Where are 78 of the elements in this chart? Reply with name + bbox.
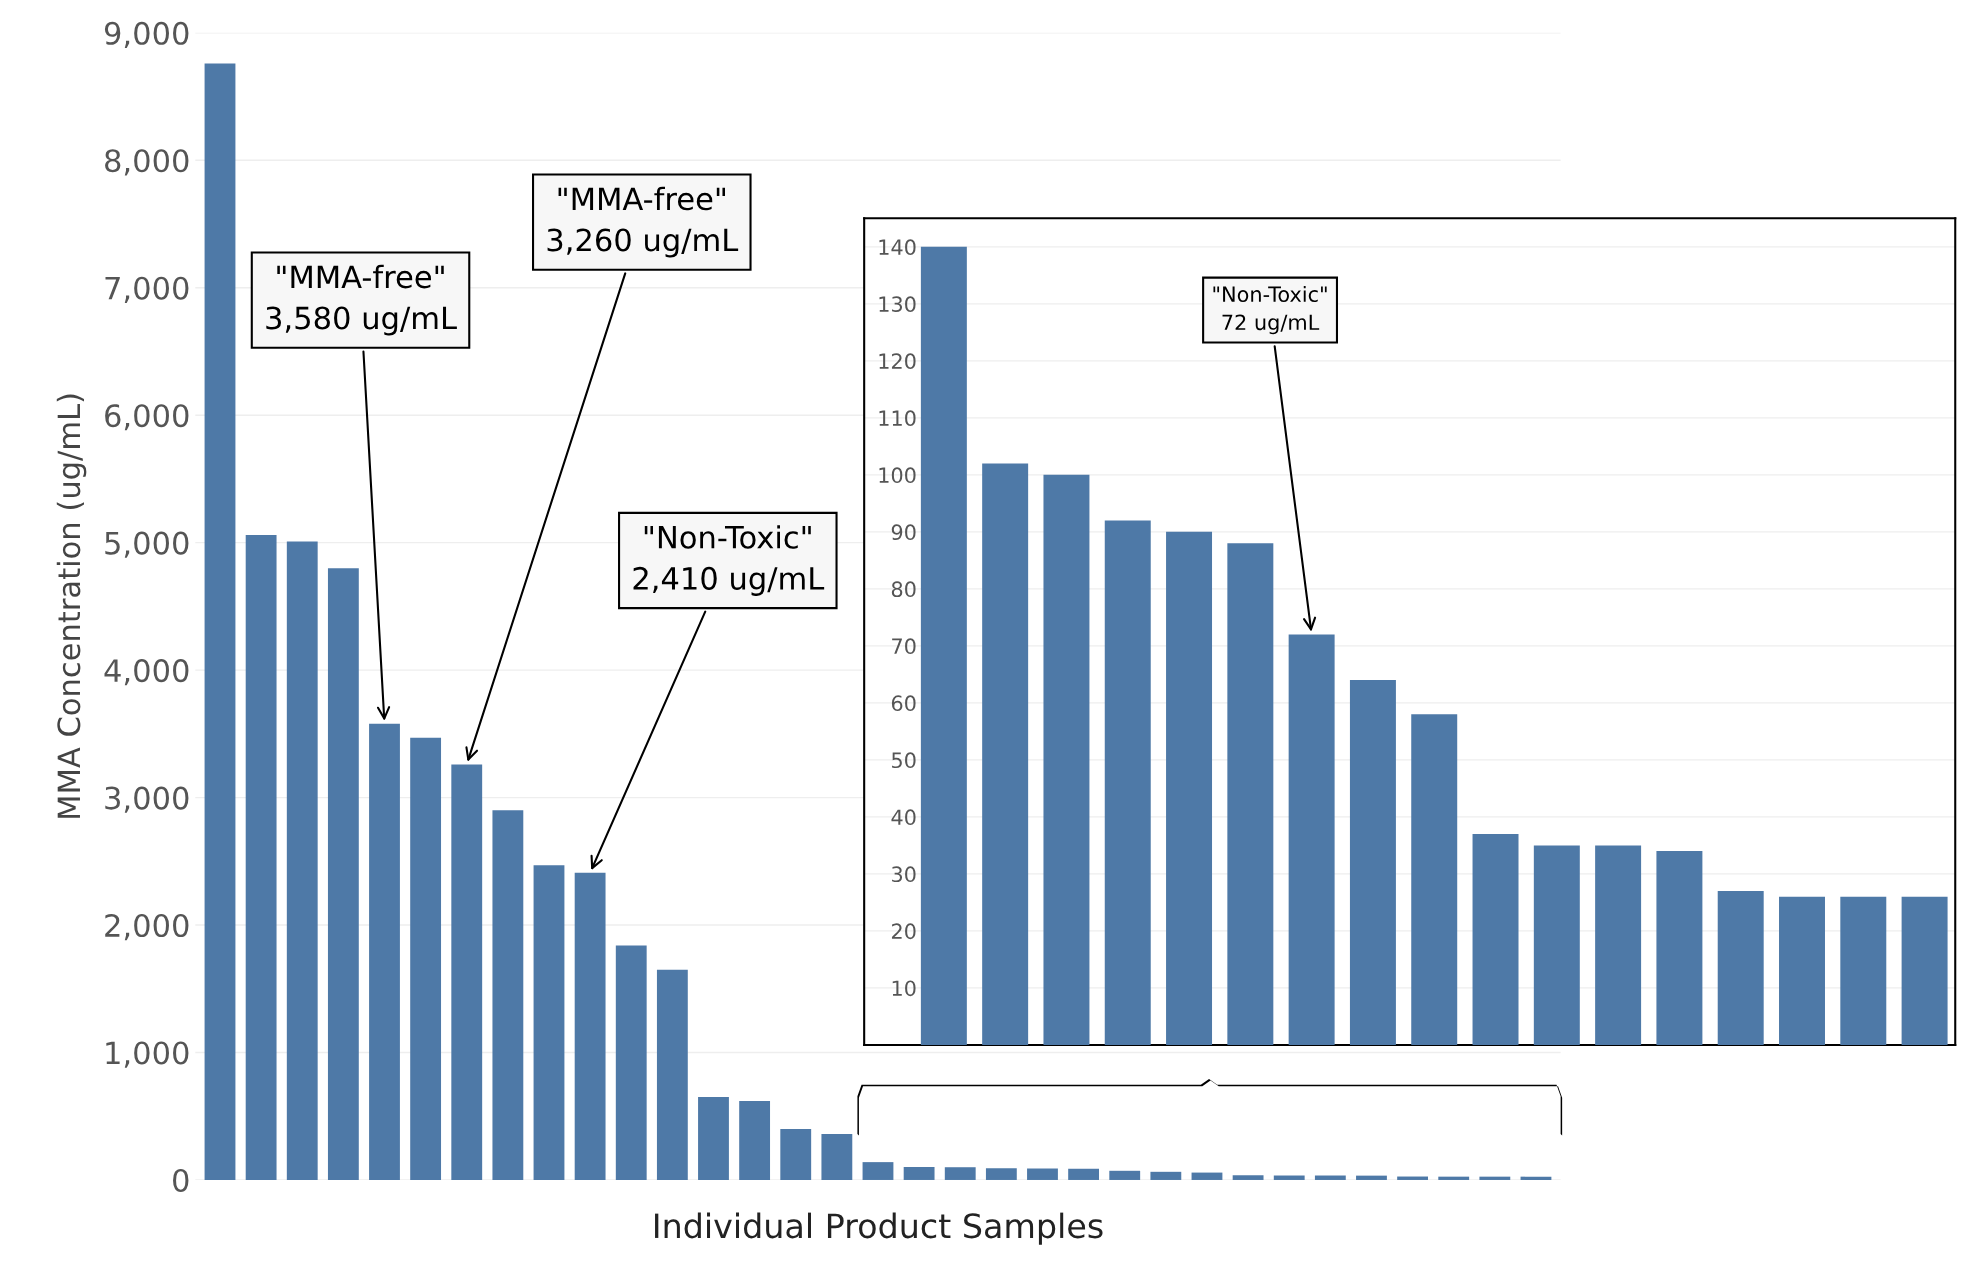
y-tick-label: 70: [892, 638, 916, 655]
bar: [698, 1097, 729, 1180]
bar: [451, 764, 483, 1180]
bar: [1356, 1175, 1387, 1180]
bar: [944, 1167, 976, 1180]
y-tick-label: 0: [173, 1168, 189, 1193]
y-tick-label: 80: [891, 581, 916, 598]
y-tick-label: 60: [891, 695, 916, 712]
y-tick-label: 90: [891, 524, 916, 541]
bar: [1232, 1175, 1264, 1180]
bar: [1840, 896, 1887, 1045]
annotation: "Non-Toxic" 2,410 ug/mL: [633, 525, 825, 596]
y-tick-label: 7,000: [105, 276, 189, 303]
bar: [1227, 543, 1274, 1045]
bar: [780, 1128, 812, 1180]
annotation: "MMA-free" 3,260 ug/mL: [547, 186, 739, 258]
bar: [1043, 474, 1090, 1045]
bar: [1533, 845, 1580, 1045]
bar: [1349, 680, 1396, 1045]
bar: [1166, 531, 1213, 1045]
x-axis-title: Individual Product Samples: [655, 1212, 1103, 1245]
bar: [920, 246, 967, 1045]
bar: [821, 1134, 853, 1180]
y-tick-label: 10: [892, 980, 916, 997]
y-tick-label: 8,000: [105, 149, 189, 176]
bar: [739, 1100, 771, 1180]
y-axis-title: MMA Concentration (ug/mL): [56, 394, 87, 818]
bar: [903, 1166, 935, 1180]
bar: [1104, 520, 1151, 1045]
bar: [286, 541, 318, 1180]
bar: [410, 737, 442, 1180]
bar: [492, 810, 524, 1180]
bar: [1656, 851, 1703, 1045]
bar: [1411, 714, 1458, 1045]
bar: [1068, 1168, 1100, 1180]
bar: [327, 568, 359, 1180]
bar: [1901, 896, 1948, 1045]
y-tick-label: 6,000: [105, 404, 189, 431]
y-tick-label: 2,000: [105, 913, 189, 941]
bar: [615, 945, 647, 1180]
bar: [1717, 891, 1764, 1045]
bar: [204, 63, 236, 1180]
bar: [1150, 1171, 1182, 1180]
bar: [369, 723, 400, 1180]
y-tick-label: 9,000: [104, 21, 189, 48]
y-tick-label: 120: [879, 353, 916, 370]
bar: [1273, 1175, 1305, 1180]
bar: [982, 463, 1029, 1045]
annotation: "MMA-free" 3,580 ug/mL: [266, 264, 457, 336]
y-tick-label: 1,000: [106, 1041, 189, 1068]
bar: [1472, 834, 1519, 1045]
bar: [656, 969, 688, 1180]
bar: [1288, 634, 1335, 1045]
y-tick-label: 5,000: [105, 531, 189, 558]
bar: [1191, 1172, 1223, 1180]
y-tick-label: 130: [879, 296, 916, 313]
y-tick-label: 100: [879, 467, 916, 484]
y-tick-label: 3,000: [105, 786, 189, 813]
bar: [1027, 1168, 1058, 1180]
bar: [245, 535, 277, 1180]
y-tick-label: 140: [879, 239, 916, 256]
bar: [1438, 1176, 1470, 1180]
bar: [985, 1168, 1017, 1180]
bar: [533, 865, 565, 1180]
y-tick-label: 4,000: [104, 659, 189, 686]
bar: [1595, 845, 1642, 1045]
bar: [1779, 896, 1825, 1045]
y-tick-label: 110: [879, 410, 916, 427]
annotation: "Non-Toxic" 72 ug/mL: [1213, 285, 1327, 335]
y-tick-label: 50: [892, 752, 916, 769]
bar: [1314, 1175, 1346, 1180]
y-tick-label: 20: [891, 923, 916, 940]
bar: [1479, 1176, 1511, 1180]
y-tick-label: 40: [891, 809, 916, 826]
bar: [1109, 1170, 1141, 1180]
bar: [574, 872, 606, 1180]
bar: [862, 1162, 894, 1180]
y-tick-label: 30: [892, 866, 916, 883]
